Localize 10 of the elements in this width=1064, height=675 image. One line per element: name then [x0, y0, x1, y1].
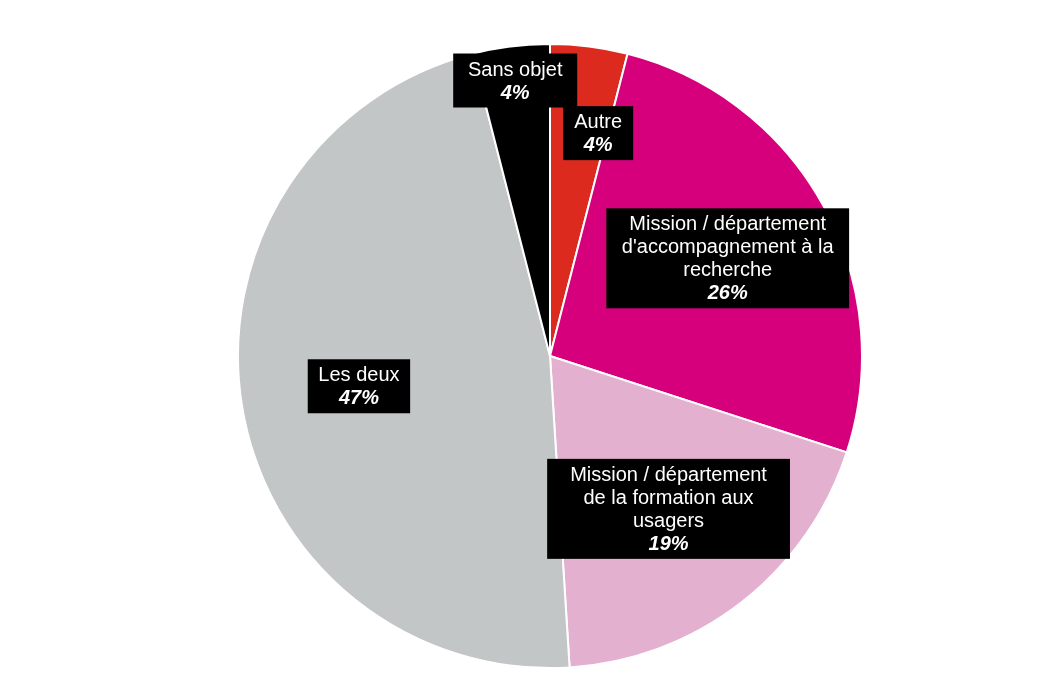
- data-label: 47%: [337, 386, 380, 409]
- slice-label: Autre: [574, 110, 623, 133]
- slice-label: Sans objet: [467, 57, 563, 80]
- data-label: 26%: [706, 281, 748, 304]
- slice-label: Mission / département d'accompagnement à la recherche: [621, 212, 835, 281]
- data-label: 4%: [582, 133, 613, 156]
- slice-label: Mission / département de la formation aux usagers: [570, 462, 768, 531]
- data-label: 4%: [499, 80, 530, 103]
- slice-label: Les deux: [318, 363, 400, 386]
- data-label: 19%: [648, 531, 689, 554]
